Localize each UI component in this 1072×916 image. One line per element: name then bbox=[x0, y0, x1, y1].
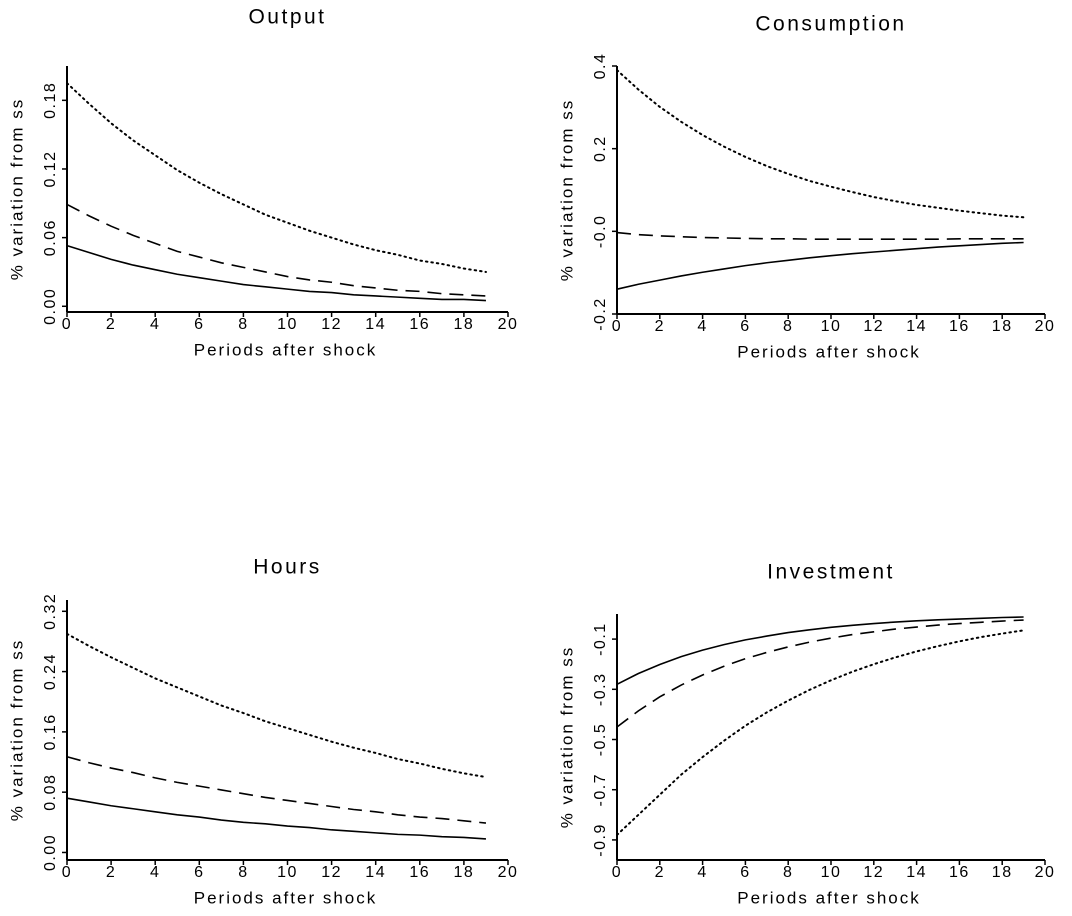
x-tick-label: 18 bbox=[454, 316, 475, 333]
series-line bbox=[66, 755, 487, 824]
series-line bbox=[66, 203, 486, 297]
x-tick-label: 18 bbox=[454, 864, 475, 881]
y-tick-label: 0.32 bbox=[42, 593, 59, 630]
y-tick-label: -0.1 bbox=[592, 622, 609, 656]
series-line bbox=[66, 632, 487, 779]
x-tick-label: 16 bbox=[949, 318, 970, 335]
chart-title: Hours bbox=[253, 556, 322, 579]
x-tick-label: 10 bbox=[277, 864, 298, 881]
x-tick-label: 0 bbox=[62, 864, 72, 881]
y-tick-label: 0.18 bbox=[42, 82, 59, 119]
x-tick-label: 6 bbox=[740, 318, 750, 335]
chart-title: Consumption bbox=[755, 13, 906, 36]
x-tick-label: 2 bbox=[106, 316, 116, 333]
x-axis-label: Periods after shock bbox=[737, 888, 921, 907]
y-axis-label: % variation from ss bbox=[557, 646, 576, 829]
chart-title: Output bbox=[248, 6, 326, 29]
x-tick-label: 14 bbox=[365, 864, 386, 881]
series-line bbox=[66, 797, 487, 840]
y-tick-label: 0.06 bbox=[42, 219, 59, 256]
chart-title: Investment bbox=[767, 561, 895, 584]
x-tick-label: 2 bbox=[655, 864, 665, 881]
series-line bbox=[616, 616, 1024, 686]
x-tick-label: 14 bbox=[365, 316, 386, 333]
x-tick-label: 8 bbox=[238, 316, 248, 333]
x-tick-label: 16 bbox=[409, 316, 430, 333]
series-line bbox=[616, 629, 1025, 836]
x-tick-label: 16 bbox=[949, 864, 970, 881]
series-line bbox=[616, 241, 1024, 290]
x-tick-label: 10 bbox=[277, 316, 298, 333]
series-line bbox=[616, 619, 1024, 728]
x-tick-label: 8 bbox=[238, 864, 248, 881]
y-axis-label: % variation from ss bbox=[7, 639, 26, 822]
x-tick-label: 6 bbox=[194, 864, 204, 881]
series-line bbox=[66, 244, 486, 302]
y-tick-label: 0.12 bbox=[42, 150, 59, 187]
x-tick-label: 4 bbox=[697, 318, 707, 335]
x-tick-label: 20 bbox=[1035, 864, 1056, 881]
x-tick-label: 0 bbox=[612, 318, 622, 335]
x-tick-label: 6 bbox=[740, 864, 750, 881]
x-tick-label: 4 bbox=[150, 316, 160, 333]
x-tick-label: 2 bbox=[106, 864, 116, 881]
y-tick-label: 0.00 bbox=[42, 288, 59, 325]
x-tick-label: 16 bbox=[409, 864, 430, 881]
x-tick-label: 20 bbox=[498, 316, 519, 333]
x-tick-label: 12 bbox=[321, 864, 342, 881]
x-tick-label: 6 bbox=[194, 316, 204, 333]
x-tick-label: 18 bbox=[992, 318, 1013, 335]
series-line bbox=[66, 82, 487, 273]
y-tick-label: -0.3 bbox=[592, 673, 609, 707]
y-tick-label: 0.24 bbox=[42, 653, 59, 690]
x-tick-label: 14 bbox=[906, 318, 927, 335]
y-tick-label: 0.4 bbox=[592, 53, 609, 80]
x-tick-label: 4 bbox=[697, 864, 707, 881]
x-tick-label: 10 bbox=[821, 318, 842, 335]
x-tick-label: 14 bbox=[906, 864, 927, 881]
x-tick-label: 12 bbox=[863, 318, 884, 335]
series-line bbox=[616, 69, 1025, 219]
x-tick-label: 10 bbox=[821, 864, 842, 881]
series-line bbox=[616, 231, 1024, 240]
y-axis-label: % variation from ss bbox=[557, 99, 576, 282]
x-tick-label: 8 bbox=[783, 864, 793, 881]
y-tick-label: -0.0 bbox=[592, 215, 609, 249]
y-tick-label: -0.7 bbox=[592, 773, 609, 807]
x-axis-label: Periods after shock bbox=[737, 342, 921, 361]
x-tick-label: 0 bbox=[612, 864, 622, 881]
x-tick-label: 12 bbox=[321, 316, 342, 333]
x-axis-label: Periods after shock bbox=[194, 888, 378, 907]
y-tick-label: -0.2 bbox=[592, 297, 609, 331]
x-tick-label: 0 bbox=[62, 316, 72, 333]
y-axis-label: % variation from ss bbox=[7, 98, 26, 281]
x-tick-label: 12 bbox=[863, 864, 884, 881]
y-tick-label: 0.16 bbox=[42, 713, 59, 750]
y-tick-label: -0.5 bbox=[592, 723, 609, 757]
x-axis-label: Periods after shock bbox=[194, 340, 378, 359]
x-tick-label: 20 bbox=[1035, 318, 1056, 335]
x-tick-label: 8 bbox=[783, 318, 793, 335]
x-tick-label: 2 bbox=[655, 318, 665, 335]
y-tick-label: 0.08 bbox=[42, 774, 59, 811]
x-tick-label: 4 bbox=[150, 864, 160, 881]
y-tick-label: 0.00 bbox=[42, 834, 59, 871]
x-tick-label: 20 bbox=[498, 864, 519, 881]
x-tick-label: 18 bbox=[992, 864, 1013, 881]
y-tick-label: -0.9 bbox=[592, 823, 609, 857]
y-tick-label: 0.2 bbox=[592, 135, 609, 162]
